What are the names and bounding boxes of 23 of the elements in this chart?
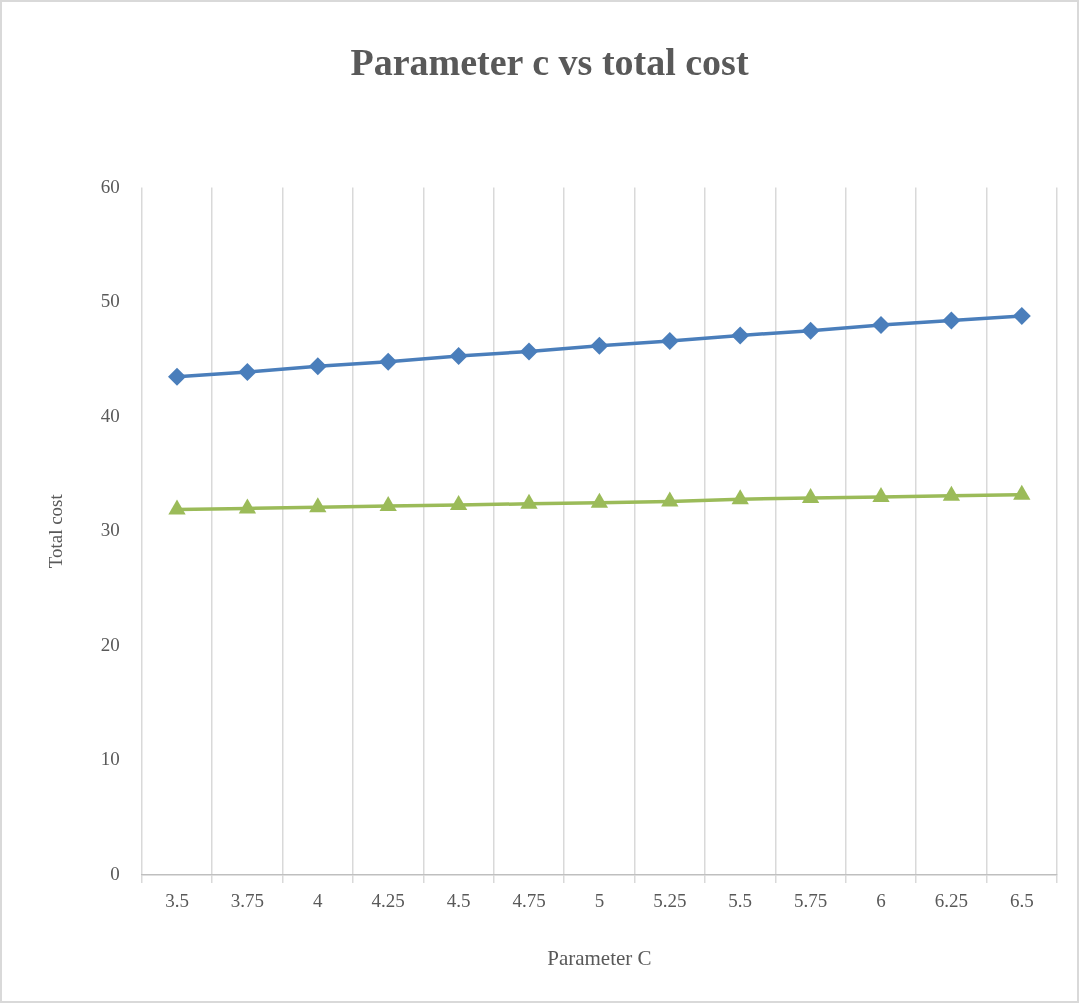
chart-title: Parameter c vs total cost [350,40,749,83]
y-tick-label: 10 [100,748,120,770]
x-tick-label: 4.5 [446,890,471,912]
x-tick-label: 6.5 [1009,890,1034,912]
x-tick-label: 6.25 [934,890,969,912]
x-tick-label: 5.5 [728,890,753,912]
y-tick-label: 20 [100,633,120,655]
y-tick-label: 60 [100,175,120,197]
x-tick-label: 4.75 [512,890,546,912]
x-tick-label: 3.75 [230,890,265,912]
x-tick-label: 4.25 [371,890,405,912]
x-tick-label: 5 [594,890,605,912]
y-tick-label: 30 [100,519,120,541]
x-tick-label: 3.5 [165,890,189,912]
y-axis-title: Total cost [45,493,67,569]
y-tick-label: 0 [110,862,120,884]
x-tick-label: 5.25 [653,890,687,912]
x-tick-label: 5.75 [793,890,828,912]
x-axis-title: Parameter C [547,945,652,970]
y-tick-label: 40 [100,404,120,426]
x-tick-label: 6 [876,890,886,912]
x-tick-label: 4 [313,890,324,912]
y-tick-label: 50 [100,290,120,312]
